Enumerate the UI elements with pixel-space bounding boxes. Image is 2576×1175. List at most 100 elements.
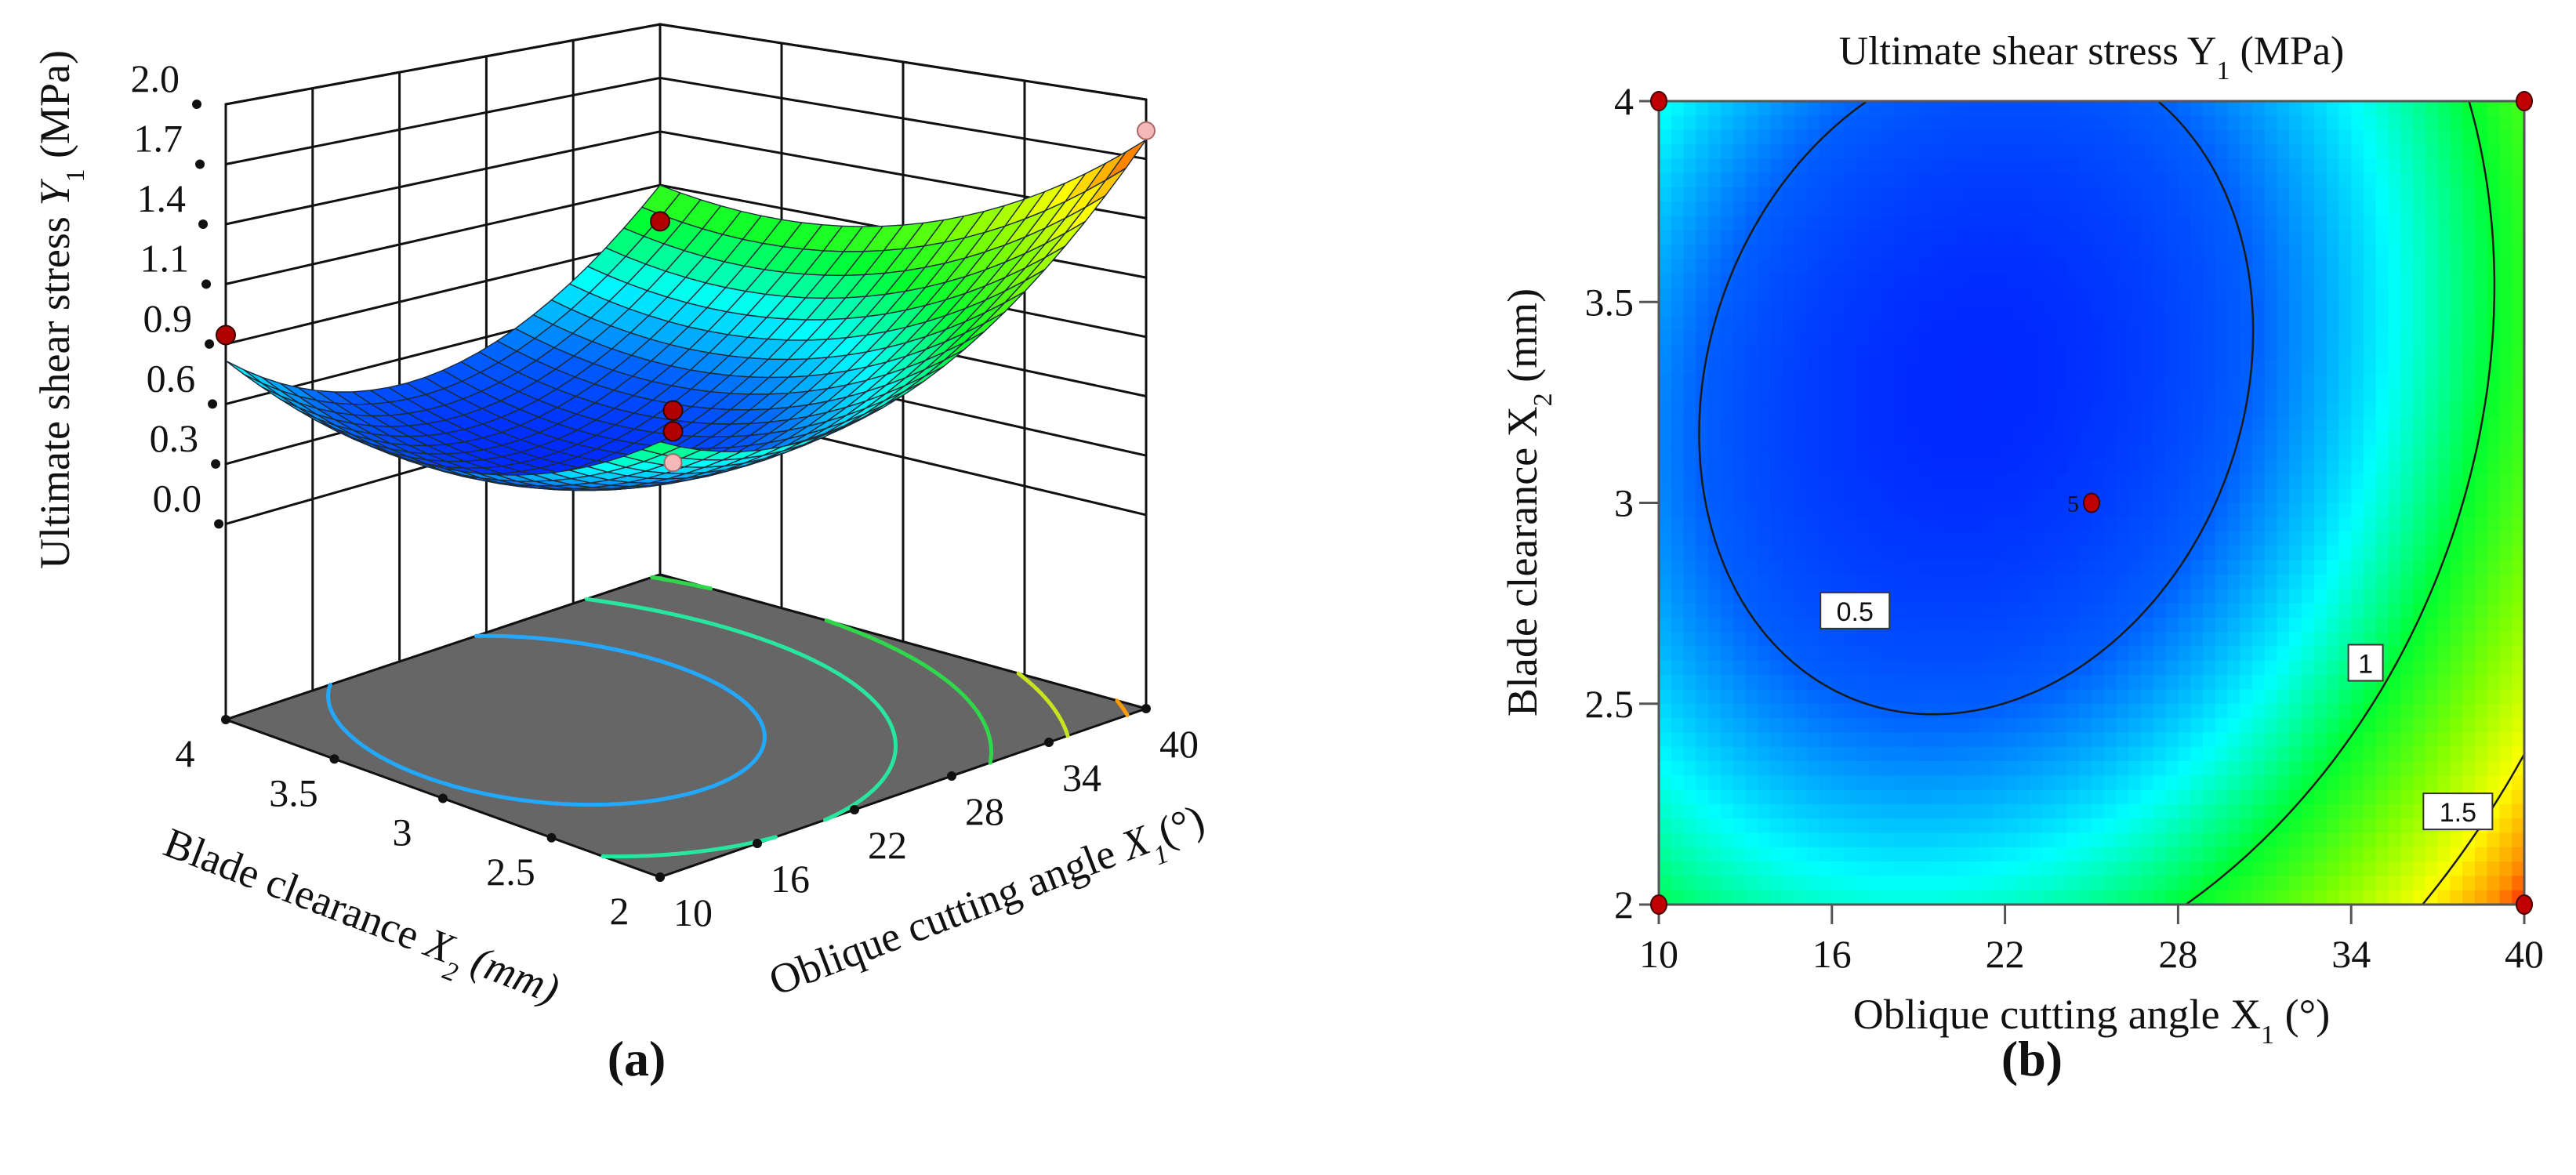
heatmap-cell bbox=[2165, 632, 2179, 647]
heatmap-cell bbox=[1769, 832, 1783, 848]
heatmap-cell bbox=[2252, 330, 2266, 346]
heatmap-cell bbox=[2450, 302, 2463, 317]
heatmap-cell bbox=[2153, 632, 2167, 647]
heatmap-cell bbox=[2351, 703, 2364, 719]
heatmap-cell bbox=[1708, 703, 1722, 719]
heatmap-cell bbox=[1671, 861, 1685, 877]
heatmap-cell bbox=[2450, 216, 2463, 231]
heatmap-cell bbox=[1906, 531, 1919, 547]
heatmap-cell bbox=[1980, 230, 1994, 245]
heatmap-cell bbox=[2450, 388, 2463, 404]
heatmap-cell bbox=[2153, 273, 2167, 288]
heatmap-cell bbox=[1918, 876, 1932, 891]
heatmap-cell bbox=[1794, 502, 1809, 518]
heatmap-cell bbox=[2103, 273, 2117, 288]
heatmap-cell bbox=[1881, 245, 1895, 260]
heatmap-cell bbox=[1671, 589, 1685, 604]
heatmap-cell bbox=[2364, 373, 2377, 389]
heatmap-cell bbox=[2054, 287, 2068, 303]
heatmap-cell bbox=[1881, 789, 1895, 805]
heatmap-cell bbox=[2092, 101, 2105, 117]
heatmap-cell bbox=[2178, 245, 2191, 260]
heatmap-cell bbox=[2512, 359, 2525, 375]
heatmap-cell bbox=[2202, 488, 2216, 504]
heatmap-cell bbox=[2462, 732, 2476, 748]
heatmap-cell bbox=[2092, 143, 2105, 159]
heatmap-cell bbox=[2079, 187, 2092, 202]
heatmap-cell bbox=[1696, 847, 1709, 862]
heatmap-cell bbox=[2351, 115, 2364, 131]
heatmap-cell bbox=[2116, 388, 2130, 404]
heatmap-cell bbox=[2240, 876, 2253, 891]
heatmap-cell bbox=[2054, 560, 2068, 575]
heatmap-cell bbox=[2190, 302, 2204, 317]
heatmap-cell bbox=[2215, 502, 2229, 518]
heatmap-cell bbox=[2005, 245, 2019, 260]
heatmap-cell bbox=[1918, 660, 1932, 676]
heatmap-cell bbox=[2190, 789, 2204, 805]
heatmap-cell bbox=[1769, 646, 1783, 662]
heatmap-cell bbox=[2364, 803, 2377, 819]
heatmap-cell bbox=[2499, 402, 2513, 418]
heatmap-cell bbox=[2227, 473, 2241, 489]
heatmap-cell bbox=[2054, 216, 2068, 231]
heatmap-cell bbox=[1769, 517, 1783, 532]
heatmap-cell bbox=[1820, 732, 1833, 748]
heatmap-cell bbox=[2499, 287, 2513, 303]
heatmap-cell bbox=[2128, 316, 2142, 332]
heatmap-cell bbox=[1893, 502, 1907, 518]
heatmap-cell bbox=[1807, 445, 1820, 461]
heatmap-cell bbox=[1769, 445, 1783, 461]
heatmap-cell bbox=[2512, 245, 2525, 260]
heatmap-cell bbox=[1918, 546, 1932, 561]
heatmap-cell bbox=[1831, 445, 1845, 461]
heatmap-cell bbox=[2240, 473, 2253, 489]
heatmap-cell bbox=[2215, 675, 2229, 691]
heatmap-cell bbox=[2400, 761, 2414, 777]
heatmap-cell bbox=[2103, 517, 2117, 532]
heatmap-cell bbox=[2178, 488, 2191, 504]
heatmap-cell bbox=[1732, 660, 1747, 676]
heatmap-cell bbox=[2066, 531, 2081, 547]
heatmap-cell bbox=[2437, 646, 2451, 662]
heatmap-cell bbox=[1720, 245, 1734, 260]
heatmap-cell bbox=[1931, 216, 1944, 231]
heatmap-cell bbox=[2413, 345, 2426, 361]
heatmap-cell bbox=[2202, 115, 2216, 131]
heatmap-cell bbox=[1758, 746, 1771, 762]
heatmap-cell bbox=[2215, 216, 2229, 231]
heatmap-cell bbox=[2277, 660, 2291, 676]
heatmap-cell bbox=[1869, 560, 1882, 575]
heatmap-cell bbox=[2364, 703, 2377, 719]
heatmap-cell bbox=[2326, 302, 2340, 317]
x1-tick-label: 34 bbox=[1062, 756, 1101, 800]
heatmap-cell bbox=[1708, 416, 1722, 432]
heatmap-cell bbox=[1881, 689, 1895, 705]
heatmap-cell bbox=[2302, 316, 2315, 332]
heatmap-cell bbox=[2437, 201, 2451, 217]
heatmap-cell bbox=[1831, 172, 1845, 188]
heatmap-cell bbox=[2103, 316, 2117, 332]
heatmap-cell bbox=[1955, 143, 1969, 159]
heatmap-cell bbox=[2202, 402, 2216, 418]
heatmap-cell bbox=[1893, 101, 1907, 117]
heatmap-cell bbox=[1881, 345, 1895, 361]
heatmap-cell bbox=[1782, 488, 1796, 504]
heatmap-cell bbox=[1831, 158, 1845, 174]
heatmap-cell bbox=[2103, 575, 2117, 590]
heatmap-cell bbox=[2030, 847, 2043, 862]
heatmap-cell bbox=[2178, 445, 2191, 461]
heatmap-cell bbox=[2388, 143, 2402, 159]
heatmap-cell bbox=[2030, 273, 2043, 288]
heatmap-cell bbox=[2351, 273, 2364, 288]
heatmap-cell bbox=[2128, 245, 2142, 260]
heatmap-cell bbox=[2364, 345, 2377, 361]
heatmap-cell bbox=[2017, 373, 2030, 389]
heatmap-cell bbox=[2277, 473, 2291, 489]
heatmap-cell bbox=[2178, 775, 2191, 791]
heatmap-cell bbox=[2240, 431, 2253, 447]
heatmap-cell bbox=[2190, 746, 2204, 762]
heatmap-cell bbox=[2054, 345, 2068, 361]
heatmap-cell bbox=[1782, 302, 1796, 317]
heatmap-cell bbox=[2227, 273, 2241, 288]
